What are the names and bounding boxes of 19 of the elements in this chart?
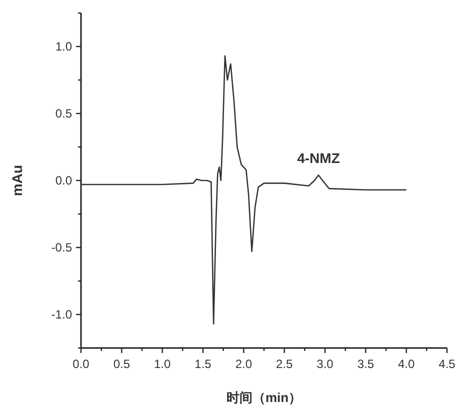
x-tick-label: 1.0: [154, 357, 171, 371]
y-tick-label: 0.0: [55, 174, 72, 188]
x-tick-label: 3.5: [357, 357, 374, 371]
annotation: 4-NMZ: [297, 150, 340, 166]
x-tick-label: 4.0: [398, 357, 415, 371]
y-tick-label: 1.0: [55, 40, 72, 54]
x-tick-label: 1.5: [194, 357, 212, 371]
x-tick-label: 0.5: [113, 357, 130, 371]
x-tick-label: 2.5: [276, 357, 293, 371]
x-tick-label: 3.0: [316, 357, 334, 371]
y-axis-title: mAu: [9, 164, 25, 196]
y-tick-label: -0.5: [51, 240, 72, 254]
y-tick-label: 0.5: [55, 106, 72, 120]
x-tick-label: 0.0: [72, 357, 90, 371]
y-tick-label: -1.0: [51, 308, 72, 322]
line-series: [80, 55, 407, 325]
x-axis-title: 时间（min）: [226, 390, 302, 405]
x-tick-label: 4.5: [438, 357, 456, 371]
x-tick-label: 2.0: [235, 357, 252, 371]
